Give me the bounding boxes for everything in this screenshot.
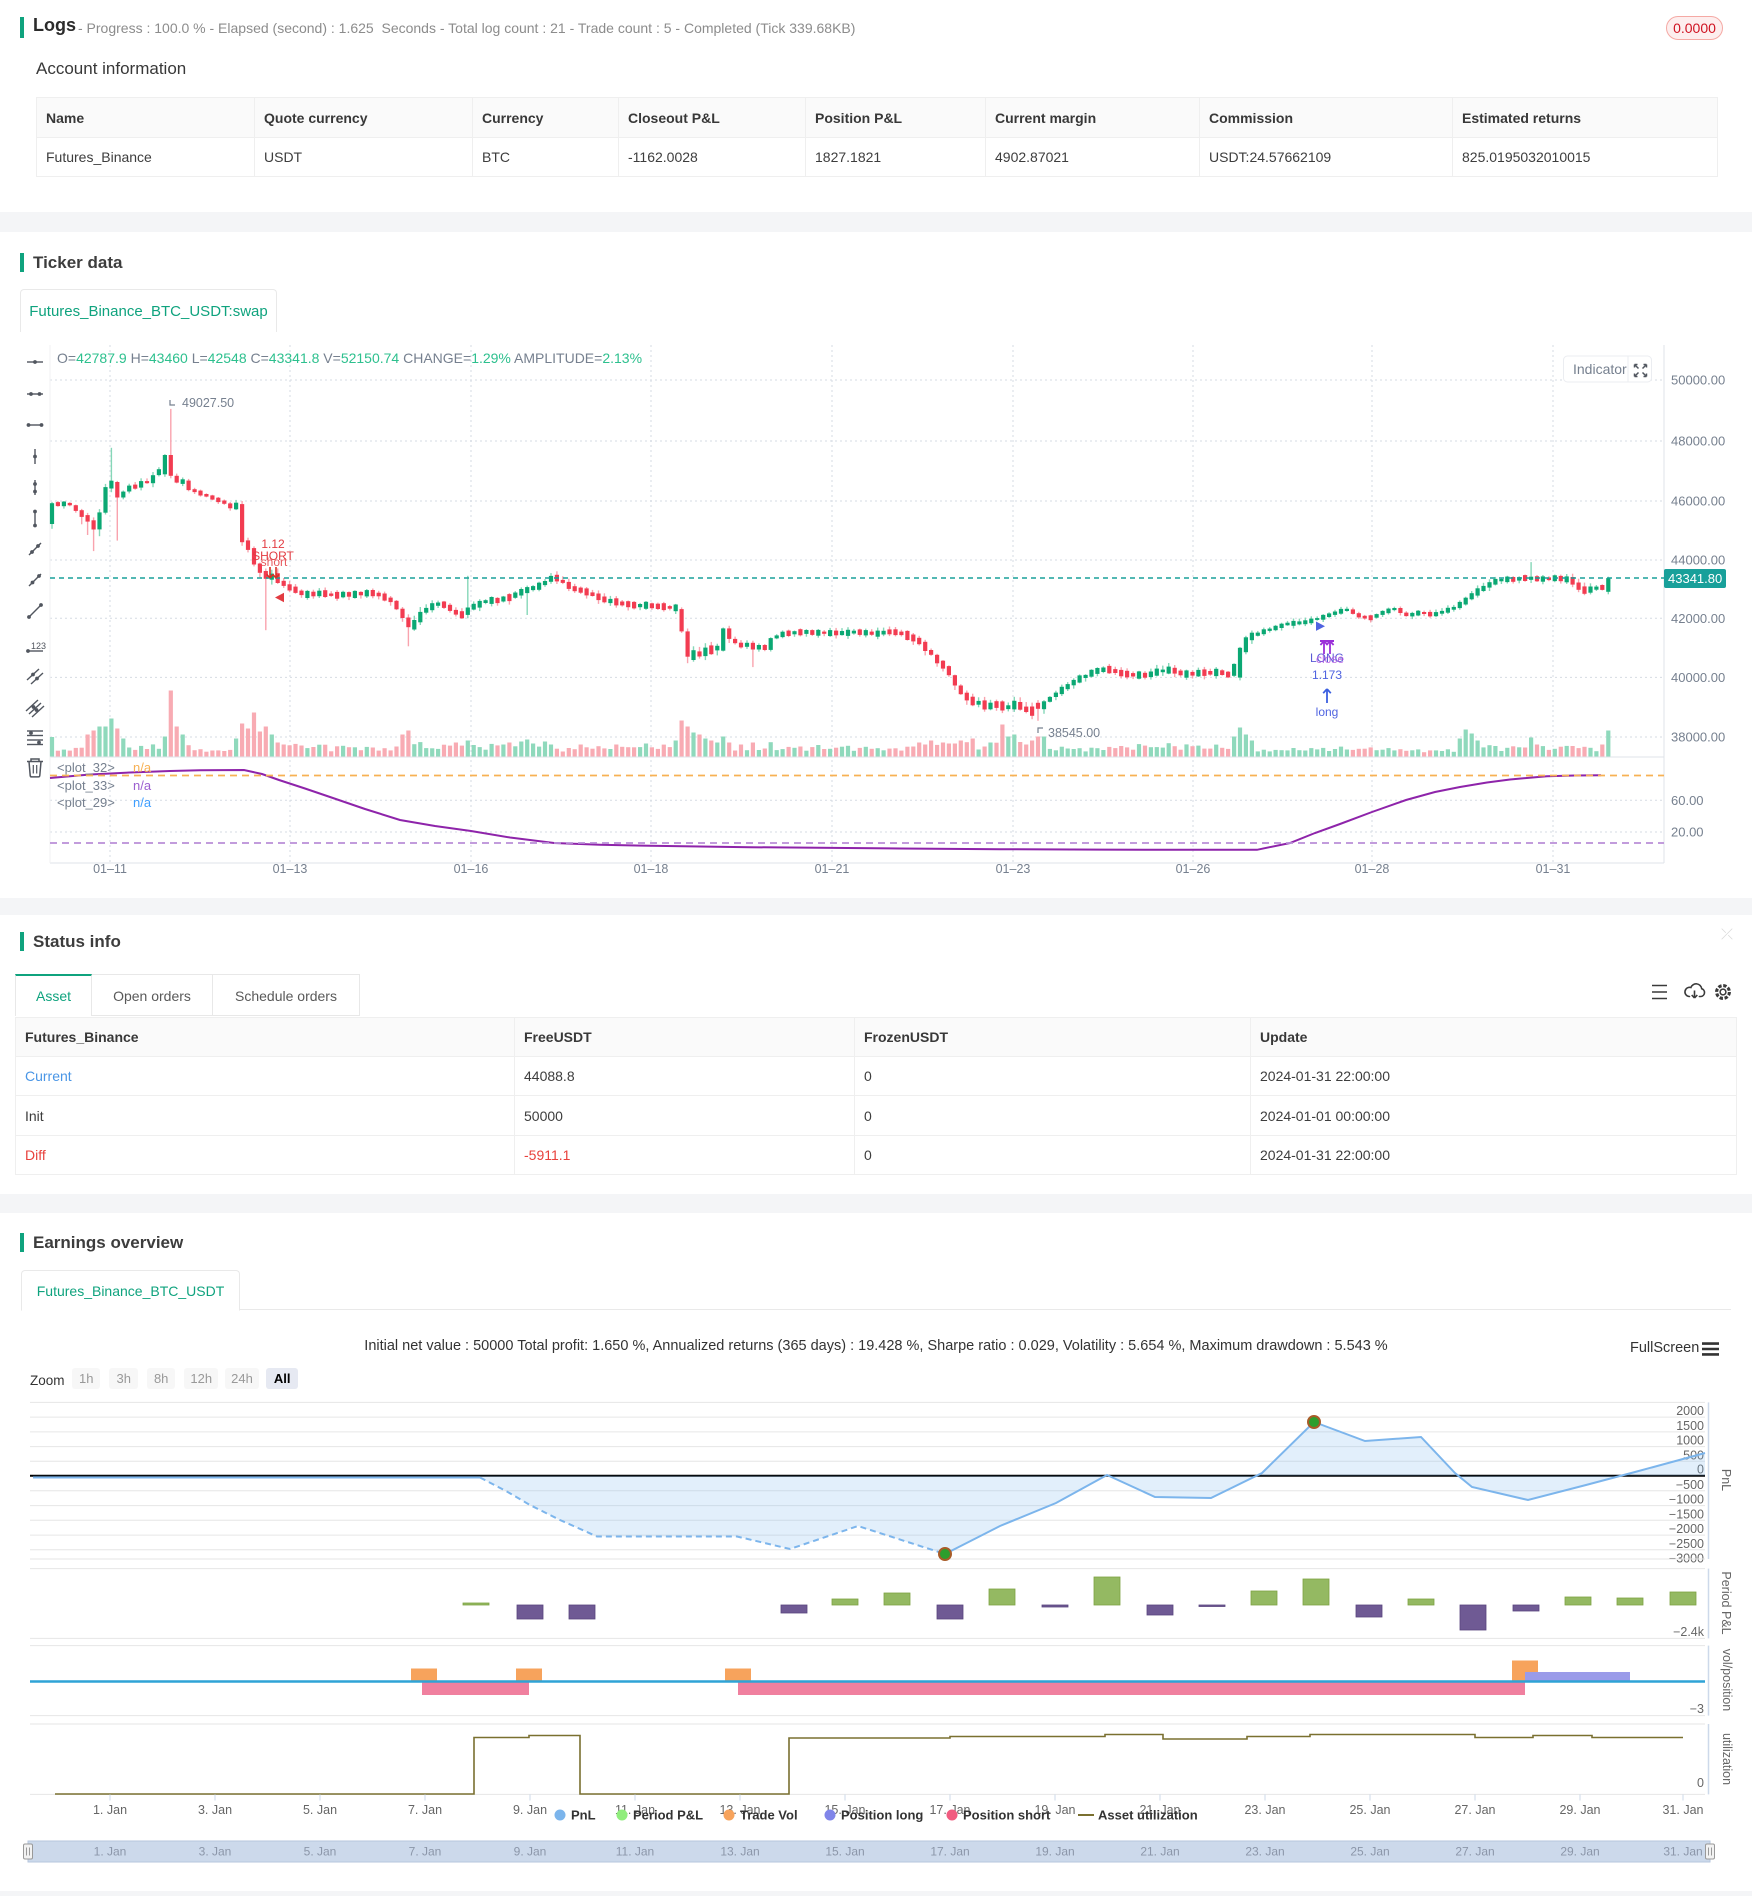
svg-text:LONG: LONG (1310, 651, 1344, 665)
svg-text:9. Jan: 9. Jan (513, 1803, 547, 1817)
svg-text:01–11: 01–11 (93, 862, 127, 876)
svg-text:−2.4k: −2.4k (1673, 1625, 1705, 1639)
svg-text:O=42787.9 H=43460 L=42548 C=43: O=42787.9 H=43460 L=42548 C=43341.8 V=52… (57, 350, 642, 366)
svg-text:27. Jan: 27. Jan (1454, 1803, 1495, 1817)
svg-text:<plot_29>: <plot_29> (57, 795, 115, 810)
svg-text:5. Jan: 5. Jan (303, 1803, 337, 1817)
svg-text:Position short: Position short (963, 1808, 1051, 1823)
svg-text:123: 123 (31, 641, 46, 651)
svg-text:44000.00: 44000.00 (1671, 553, 1725, 568)
svg-text:15. Jan: 15. Jan (825, 1845, 864, 1859)
svg-text:Indicator: Indicator (1573, 361, 1627, 377)
svg-text:19. Jan: 19. Jan (1034, 1803, 1075, 1817)
svg-text:2000: 2000 (1676, 1404, 1704, 1418)
svg-text:PnL: PnL (571, 1808, 596, 1823)
svg-text:19. Jan: 19. Jan (1035, 1845, 1074, 1859)
svg-text:SHORT: SHORT (252, 549, 294, 563)
svg-text:29. Jan: 29. Jan (1559, 1803, 1600, 1817)
svg-text:1. Jan: 1. Jan (94, 1845, 127, 1859)
svg-text:01–21: 01–21 (815, 862, 850, 876)
svg-text:11. Jan: 11. Jan (616, 1845, 654, 1859)
svg-text:1500: 1500 (1676, 1419, 1704, 1433)
svg-text:Period P&L: Period P&L (1719, 1571, 1733, 1634)
svg-text:43341.80: 43341.80 (1668, 571, 1722, 586)
svg-text:7. Jan: 7. Jan (408, 1803, 442, 1817)
svg-text:27. Jan: 27. Jan (1455, 1845, 1494, 1859)
svg-text:1.12: 1.12 (261, 537, 285, 551)
svg-text:0: 0 (1697, 1776, 1704, 1790)
svg-text:40000.00: 40000.00 (1671, 670, 1725, 685)
svg-text:20.00: 20.00 (1671, 825, 1704, 840)
svg-text:48000.00: 48000.00 (1671, 434, 1725, 449)
svg-text:n/a: n/a (133, 778, 152, 793)
svg-text:n/a: n/a (133, 760, 152, 775)
svg-text:0: 0 (1697, 1463, 1704, 1477)
svg-text:23. Jan: 23. Jan (1244, 1803, 1285, 1817)
svg-text:−2000: −2000 (1669, 1522, 1704, 1536)
svg-text:21. Jan: 21. Jan (1140, 1845, 1179, 1859)
svg-text:3. Jan: 3. Jan (198, 1803, 232, 1817)
svg-text:50000.00: 50000.00 (1671, 373, 1725, 388)
svg-text:3. Jan: 3. Jan (199, 1845, 232, 1859)
svg-text:<plot_32>: <plot_32> (57, 760, 115, 775)
svg-text:−1500: −1500 (1669, 1507, 1704, 1521)
svg-text:31. Jan: 31. Jan (1663, 1845, 1702, 1859)
svg-text:PnL: PnL (1719, 1469, 1733, 1491)
svg-text:5. Jan: 5. Jan (304, 1845, 337, 1859)
svg-text:Position long: Position long (841, 1808, 923, 1823)
svg-text:46000.00: 46000.00 (1671, 494, 1725, 509)
svg-text:49027.50: 49027.50 (182, 396, 234, 410)
svg-text:29. Jan: 29. Jan (1560, 1845, 1599, 1859)
svg-text:close: close (1316, 652, 1344, 666)
svg-text:<plot_33>: <plot_33> (57, 778, 115, 793)
svg-text:1000: 1000 (1676, 1434, 1704, 1448)
svg-text:17. Jan: 17. Jan (930, 1845, 969, 1859)
svg-text:7. Jan: 7. Jan (409, 1845, 442, 1859)
svg-text:vol/position: vol/position (1720, 1649, 1734, 1712)
svg-text:01–28: 01–28 (1355, 862, 1390, 876)
svg-text:25. Jan: 25. Jan (1349, 1803, 1390, 1817)
svg-text:n/a: n/a (133, 795, 152, 810)
svg-text:9. Jan: 9. Jan (514, 1845, 547, 1859)
svg-text:01–31: 01–31 (1536, 862, 1571, 876)
svg-text:Trade Vol: Trade Vol (740, 1808, 798, 1823)
svg-text:1.173: 1.173 (1312, 668, 1342, 682)
svg-text:1. Jan: 1. Jan (93, 1803, 127, 1817)
svg-text:25. Jan: 25. Jan (1350, 1845, 1389, 1859)
svg-text:23. Jan: 23. Jan (1245, 1845, 1284, 1859)
svg-text:31. Jan: 31. Jan (1662, 1803, 1703, 1817)
svg-text:01–13: 01–13 (273, 862, 308, 876)
svg-text:−500: −500 (1676, 1478, 1704, 1492)
svg-text:01–23: 01–23 (996, 862, 1031, 876)
svg-text:−3: −3 (1690, 1702, 1704, 1716)
svg-text:Period P&L: Period P&L (633, 1808, 703, 1823)
svg-text:38545.00: 38545.00 (1048, 726, 1100, 740)
svg-text:42000.00: 42000.00 (1671, 611, 1725, 626)
svg-text:60.00: 60.00 (1671, 793, 1704, 808)
svg-text:Asset utilization: Asset utilization (1098, 1808, 1198, 1823)
svg-text:01–26: 01–26 (1176, 862, 1211, 876)
svg-text:−1000: −1000 (1669, 1493, 1704, 1507)
svg-text:long: long (1316, 705, 1339, 719)
svg-text:38000.00: 38000.00 (1671, 730, 1725, 745)
svg-text:utilization: utilization (1720, 1733, 1734, 1785)
svg-text:21. Jan: 21. Jan (1139, 1803, 1180, 1817)
svg-text:13. Jan: 13. Jan (720, 1845, 759, 1859)
svg-text:−2500: −2500 (1669, 1537, 1704, 1551)
svg-text:01–18: 01–18 (634, 862, 669, 876)
svg-text:short: short (261, 555, 288, 569)
svg-text:01–16: 01–16 (454, 862, 489, 876)
